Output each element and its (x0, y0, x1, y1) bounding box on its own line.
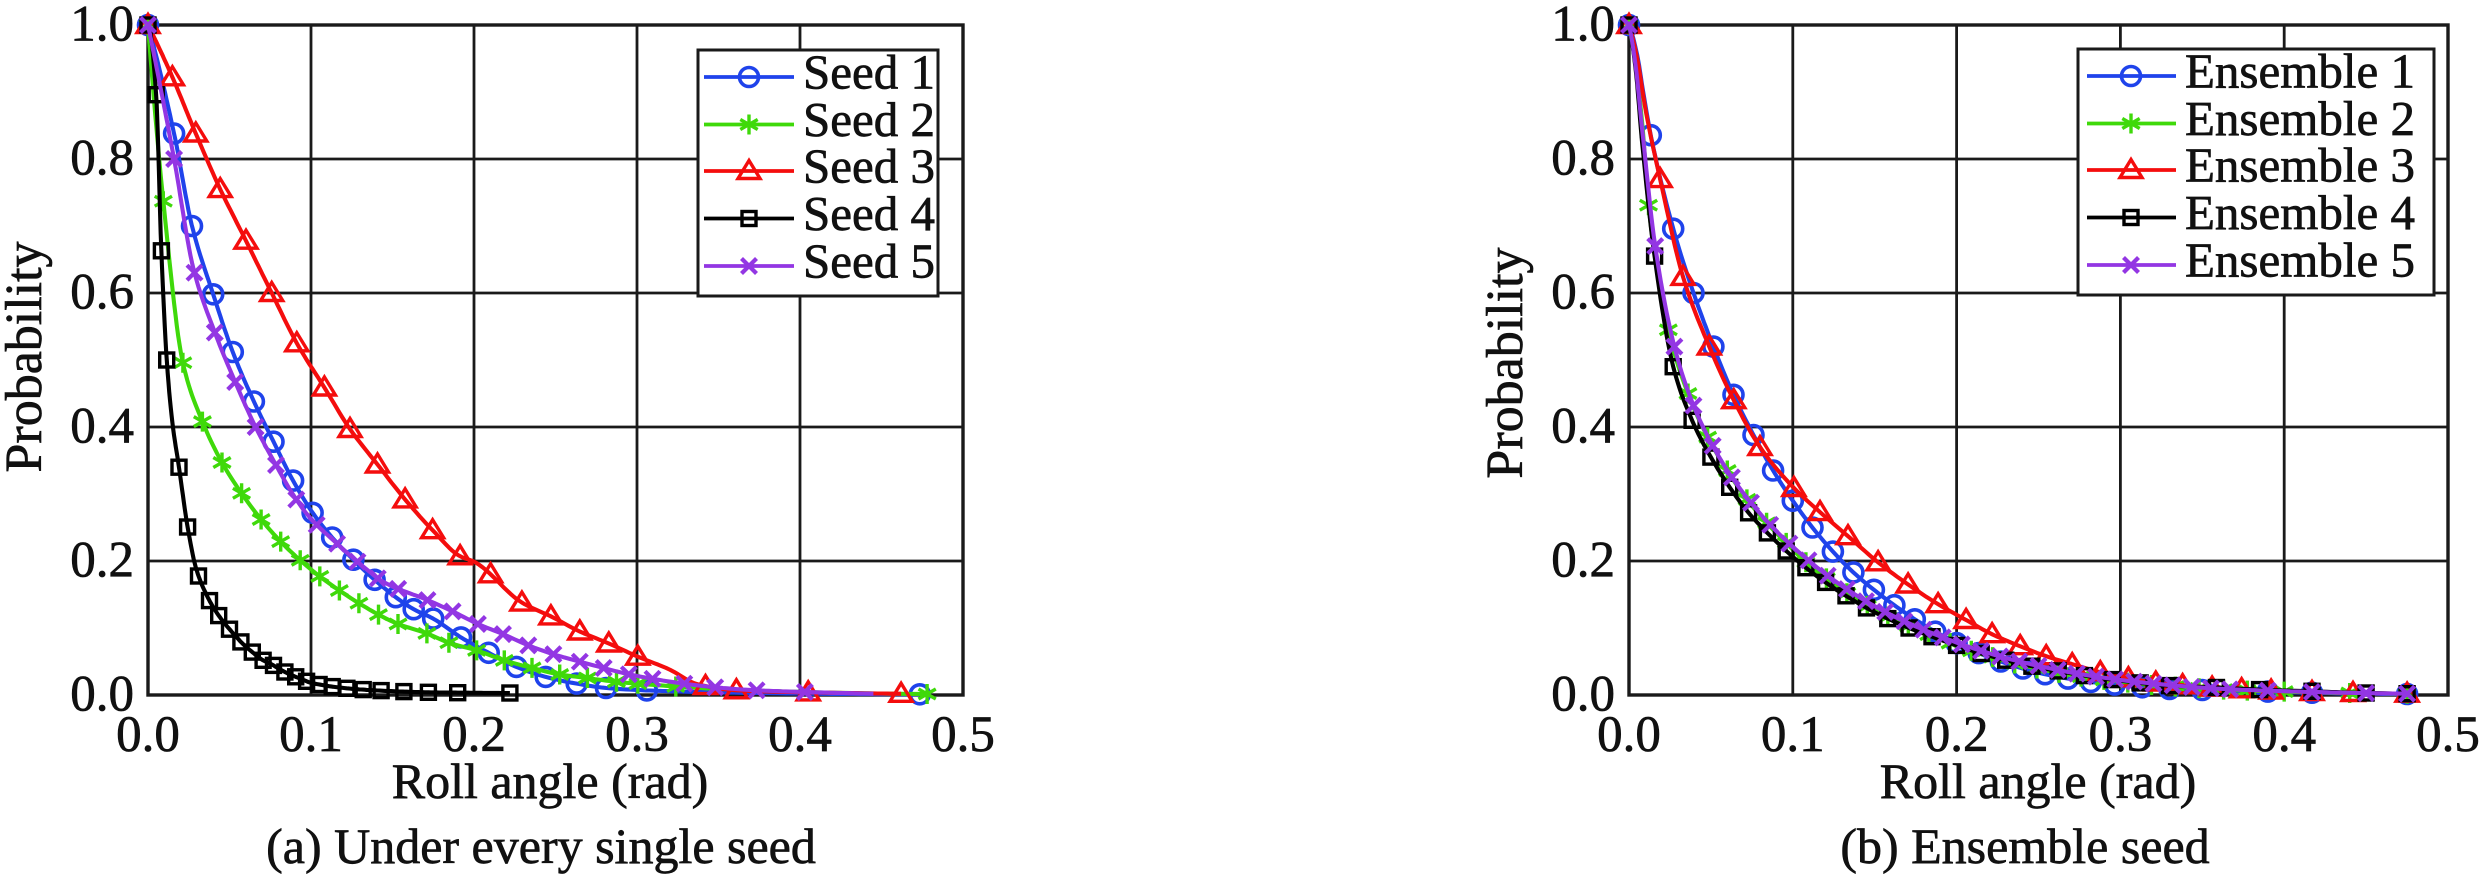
svg-text:Seed 1: Seed 1 (803, 45, 935, 100)
svg-text:0.5: 0.5 (931, 707, 995, 763)
svg-text:Probability: Probability (1477, 247, 1534, 478)
svg-text:0.4: 0.4 (70, 399, 134, 455)
svg-text:Ensemble 2: Ensemble 2 (2185, 91, 2415, 146)
svg-text:0.8: 0.8 (1551, 131, 1615, 187)
svg-text:0.0: 0.0 (1597, 707, 1661, 763)
svg-text:0.0: 0.0 (70, 667, 134, 723)
svg-text:0.2: 0.2 (1925, 707, 1989, 763)
svg-text:(a) Under every single seed: (a) Under every single seed (266, 818, 816, 874)
svg-text:0.1: 0.1 (279, 707, 343, 763)
svg-text:Ensemble 4: Ensemble 4 (2185, 185, 2415, 240)
svg-text:Roll angle (rad): Roll angle (rad) (392, 753, 709, 809)
svg-text:0.0: 0.0 (1551, 667, 1615, 723)
svg-text:0.5: 0.5 (2416, 707, 2480, 763)
svg-text:0.2: 0.2 (1551, 533, 1615, 589)
svg-text:Ensemble 3: Ensemble 3 (2185, 138, 2415, 193)
svg-text:0.4: 0.4 (2252, 707, 2316, 763)
svg-text:0.2: 0.2 (70, 533, 134, 589)
svg-text:Seed 3: Seed 3 (803, 139, 935, 194)
svg-text:0.4: 0.4 (1551, 399, 1615, 455)
svg-text:Roll angle (rad): Roll angle (rad) (1880, 753, 2197, 809)
svg-text:Seed 5: Seed 5 (803, 234, 935, 289)
svg-text:(b) Ensemble seed: (b) Ensemble seed (1840, 818, 2209, 874)
svg-text:Ensemble 1: Ensemble 1 (2185, 44, 2415, 99)
svg-text:0.3: 0.3 (2089, 707, 2153, 763)
svg-text:1.0: 1.0 (70, 0, 134, 53)
svg-text:0.4: 0.4 (768, 707, 832, 763)
svg-text:0.6: 0.6 (1551, 265, 1615, 321)
svg-text:0.6: 0.6 (70, 265, 134, 321)
svg-text:0.2: 0.2 (442, 707, 506, 763)
svg-text:1.0: 1.0 (1551, 0, 1615, 53)
svg-text:0.1: 0.1 (1761, 707, 1825, 763)
svg-text:0.3: 0.3 (605, 707, 669, 763)
svg-text:Seed 2: Seed 2 (803, 92, 935, 147)
svg-text:Seed 4: Seed 4 (803, 186, 935, 241)
svg-text:0.8: 0.8 (70, 131, 134, 187)
svg-text:Probability: Probability (0, 241, 53, 472)
svg-text:0.0: 0.0 (116, 707, 180, 763)
svg-text:Ensemble 5: Ensemble 5 (2185, 233, 2415, 288)
